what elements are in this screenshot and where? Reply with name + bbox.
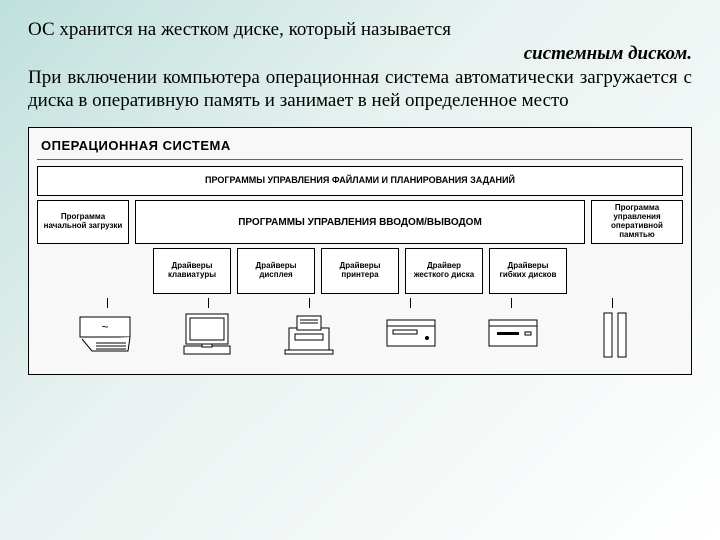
system-disk-term: системным диском. (28, 42, 692, 66)
keyboard-icon: ~ (70, 308, 140, 362)
device-icons-row: ~ (37, 308, 683, 362)
boot-loader-box: Программа начальной загрузки (37, 200, 129, 244)
file-mgmt-box: ПРОГРАММЫ УПРАВЛЕНИЯ ФАЙЛАМИ И ПЛАНИРОВА… (37, 166, 683, 196)
intro-line1: ОС хранится на жестком диске, который на… (28, 19, 451, 40)
svg-text:~: ~ (101, 320, 108, 334)
printer-icon (274, 308, 344, 362)
driver-keyboard: Драйверы клавиатуры (153, 248, 231, 294)
driver-hdd: Драйвер жесткого диска (405, 248, 483, 294)
driver-display: Драйверы дисплея (237, 248, 315, 294)
hdd-icon (376, 308, 446, 362)
diagram-title: ОПЕРАЦИОННАЯ СИСТЕМА (37, 136, 683, 160)
monitor-icon (172, 308, 242, 362)
connector-lines (37, 298, 683, 308)
ram-mgmt-box: Программа управления оперативной памятью (591, 200, 683, 244)
driver-floppy: Драйверы гибких дисков (489, 248, 567, 294)
drivers-row: Драйверы клавиатуры Драйверы дисплея Дра… (37, 248, 683, 294)
intro-line2: При включении компьютера операционная си… (28, 67, 692, 112)
io-mgmt-box: ПРОГРАММЫ УПРАВЛЕНИЯ ВВОДОМ/ВЫВОДОМ (135, 200, 585, 244)
os-diagram: ОПЕРАЦИОННАЯ СИСТЕМА ПРОГРАММЫ УПРАВЛЕНИ… (28, 127, 692, 375)
driver-printer: Драйверы принтера (321, 248, 399, 294)
ram-icon (580, 308, 650, 362)
intro-paragraph: ОС хранится на жестком диске, который на… (28, 18, 692, 113)
floppy-drive-icon (478, 308, 548, 362)
